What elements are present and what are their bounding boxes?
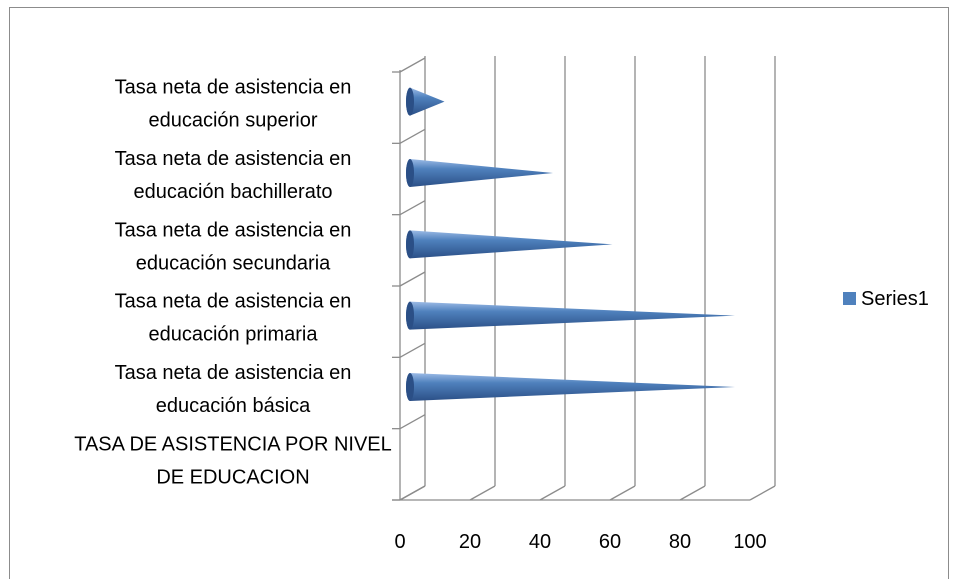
left-wall-divider — [399, 200, 426, 216]
cone-base — [406, 301, 414, 330]
cone-base — [406, 159, 414, 187]
left-wall-divider — [399, 57, 426, 73]
floor-gridline — [539, 485, 566, 501]
category-label: Tasa neta de asistencia en educación prim… — [115, 291, 352, 346]
gridlines — [392, 56, 776, 501]
category-label-line: TASA DE ASISTENCIA POR NIVEL — [74, 433, 392, 455]
cone-base — [406, 373, 414, 401]
legend: Series1 — [843, 288, 929, 310]
legend-label: Series1 — [861, 288, 929, 310]
left-wall-divider — [399, 342, 426, 358]
floor-gridline — [469, 485, 496, 501]
category-label-line: educación secundaria — [136, 252, 331, 274]
x-tick-label: 20 — [459, 531, 481, 553]
category-label-line: educación básica — [156, 395, 311, 417]
bars — [406, 87, 735, 401]
left-wall-divider — [399, 485, 426, 501]
category-label: Tasa neta de asistencia en educación secu… — [115, 219, 352, 274]
legend-swatch — [843, 292, 856, 305]
floor-gridline — [749, 485, 776, 501]
category-label-line: Tasa neta de asistencia en — [115, 148, 352, 170]
x-tick-label: 100 — [733, 531, 766, 553]
cone-bar — [406, 373, 735, 401]
x-axis-ticks: 0 20 40 60 80 100 — [394, 531, 766, 553]
category-label: Tasa neta de asistencia en educación bach… — [115, 148, 352, 203]
floor-gridline — [609, 485, 636, 501]
category-label-line: educación superior — [149, 110, 318, 132]
cone-bar — [406, 230, 613, 259]
category-label: TASA DE ASISTENCIA POR NIVEL DE EDUCACION — [74, 433, 392, 488]
category-labels: TASA DE ASISTENCIA POR NIVEL DE EDUCACION… — [74, 77, 392, 489]
chart-frame — [9, 7, 949, 579]
x-tick-label: 0 — [394, 531, 405, 553]
left-wall-divider — [399, 271, 426, 287]
x-tick-label: 80 — [669, 531, 691, 553]
category-label-line: educación primaria — [149, 324, 319, 346]
category-label-line: Tasa neta de asistencia en — [115, 291, 352, 313]
x-tick-label: 60 — [599, 531, 621, 553]
x-tick-label: 40 — [529, 531, 551, 553]
cone-bar — [406, 87, 445, 116]
cone-bar — [406, 301, 735, 330]
category-label: Tasa neta de asistencia en educación bási… — [115, 362, 352, 417]
cone-bar — [406, 159, 553, 187]
floor-gridline — [679, 485, 706, 501]
category-label-line: Tasa neta de asistencia en — [115, 219, 352, 241]
category-label-line: Tasa neta de asistencia en — [115, 77, 352, 99]
category-label: Tasa neta de asistencia en educación supe… — [115, 77, 352, 132]
left-wall-divider — [399, 128, 426, 144]
category-label-line: DE EDUCACION — [156, 466, 309, 488]
left-wall-divider — [399, 414, 426, 430]
cone-base — [406, 230, 414, 259]
category-label-line: educación bachillerato — [133, 181, 332, 203]
cone-base — [406, 87, 414, 116]
category-label-line: Tasa neta de asistencia en — [115, 362, 352, 384]
